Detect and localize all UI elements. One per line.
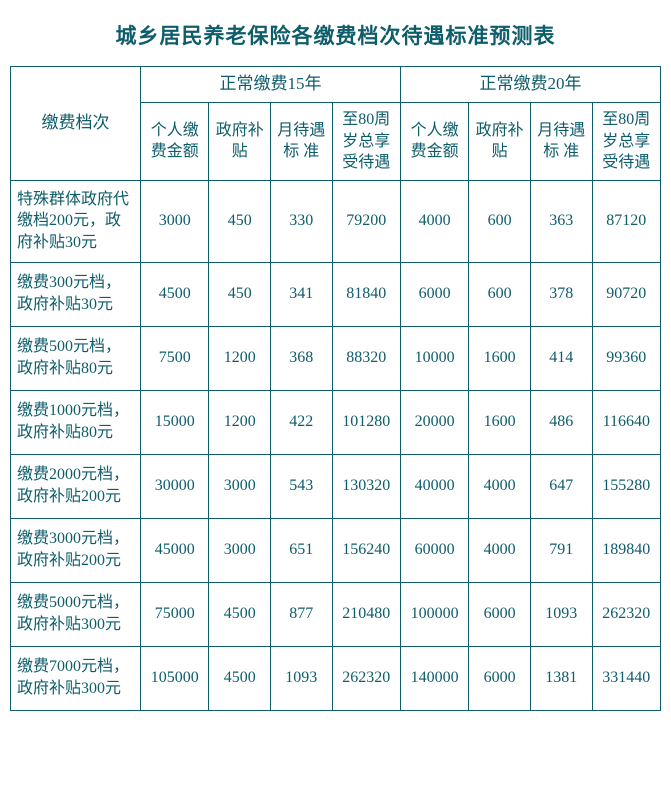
cell-y20-personal: 6000 bbox=[400, 262, 468, 326]
header-tier: 缴费档次 bbox=[11, 67, 141, 181]
cell-y15-monthly: 543 bbox=[270, 454, 332, 518]
cell-y20-to80: 90720 bbox=[592, 262, 660, 326]
tier-label: 缴费7000元档，政府补贴300元 bbox=[11, 646, 141, 710]
cell-y20-gov: 600 bbox=[469, 262, 531, 326]
cell-y15-gov: 4500 bbox=[209, 582, 271, 646]
table-row: 缴费300元档，政府补贴30元4500450341818406000600378… bbox=[11, 262, 661, 326]
cell-y15-personal: 7500 bbox=[141, 326, 209, 390]
cell-y20-monthly: 1381 bbox=[530, 646, 592, 710]
cell-y20-gov: 4000 bbox=[469, 454, 531, 518]
cell-y15-gov: 3000 bbox=[209, 518, 271, 582]
cell-y15-personal: 105000 bbox=[141, 646, 209, 710]
header-15-personal: 个人缴费金额 bbox=[141, 102, 209, 180]
header-15-gov: 政府补贴 bbox=[209, 102, 271, 180]
cell-y15-to80: 81840 bbox=[332, 262, 400, 326]
header-20-to80: 至80周岁总享受待遇 bbox=[592, 102, 660, 180]
cell-y15-to80: 210480 bbox=[332, 582, 400, 646]
cell-y20-to80: 155280 bbox=[592, 454, 660, 518]
cell-y20-gov: 4000 bbox=[469, 518, 531, 582]
table-row: 缴费500元档，政府补贴80元7500120036888320100001600… bbox=[11, 326, 661, 390]
cell-y20-to80: 262320 bbox=[592, 582, 660, 646]
cell-y20-to80: 331440 bbox=[592, 646, 660, 710]
table-row: 缴费5000元档，政府补贴300元75000450087721048010000… bbox=[11, 582, 661, 646]
table-row: 缴费2000元档，政府补贴200元30000300054313032040000… bbox=[11, 454, 661, 518]
table-row: 特殊群体政府代缴档200元，政府补贴30元3000450330792004000… bbox=[11, 180, 661, 262]
header-20-gov: 政府补贴 bbox=[469, 102, 531, 180]
cell-y15-gov: 4500 bbox=[209, 646, 271, 710]
cell-y15-gov: 1200 bbox=[209, 326, 271, 390]
cell-y20-to80: 87120 bbox=[592, 180, 660, 262]
cell-y15-monthly: 1093 bbox=[270, 646, 332, 710]
cell-y20-gov: 600 bbox=[469, 180, 531, 262]
tier-label: 缴费3000元档，政府补贴200元 bbox=[11, 518, 141, 582]
cell-y15-to80: 101280 bbox=[332, 390, 400, 454]
cell-y20-monthly: 647 bbox=[530, 454, 592, 518]
cell-y15-gov: 3000 bbox=[209, 454, 271, 518]
tier-label: 缴费500元档，政府补贴80元 bbox=[11, 326, 141, 390]
cell-y20-to80: 189840 bbox=[592, 518, 660, 582]
cell-y15-to80: 88320 bbox=[332, 326, 400, 390]
tier-label: 缴费1000元档，政府补贴80元 bbox=[11, 390, 141, 454]
cell-y15-personal: 75000 bbox=[141, 582, 209, 646]
cell-y20-gov: 6000 bbox=[469, 582, 531, 646]
cell-y20-personal: 140000 bbox=[400, 646, 468, 710]
cell-y15-gov: 450 bbox=[209, 262, 271, 326]
page-title: 城乡居民养老保险各缴费档次待遇标准预测表 bbox=[10, 20, 661, 50]
cell-y15-to80: 130320 bbox=[332, 454, 400, 518]
cell-y20-monthly: 414 bbox=[530, 326, 592, 390]
cell-y15-monthly: 368 bbox=[270, 326, 332, 390]
header-group-20: 正常缴费20年 bbox=[400, 67, 660, 103]
cell-y15-monthly: 341 bbox=[270, 262, 332, 326]
table-row: 缴费7000元档，政府补贴300元10500045001093262320140… bbox=[11, 646, 661, 710]
cell-y20-gov: 1600 bbox=[469, 390, 531, 454]
cell-y20-personal: 40000 bbox=[400, 454, 468, 518]
header-15-monthly: 月待遇标 准 bbox=[270, 102, 332, 180]
header-group-15: 正常缴费15年 bbox=[141, 67, 401, 103]
tier-label: 缴费5000元档，政府补贴300元 bbox=[11, 582, 141, 646]
cell-y20-personal: 4000 bbox=[400, 180, 468, 262]
cell-y20-personal: 60000 bbox=[400, 518, 468, 582]
cell-y15-monthly: 651 bbox=[270, 518, 332, 582]
cell-y15-personal: 30000 bbox=[141, 454, 209, 518]
cell-y20-personal: 10000 bbox=[400, 326, 468, 390]
cell-y15-monthly: 422 bbox=[270, 390, 332, 454]
pension-table: 缴费档次 正常缴费15年 正常缴费20年 个人缴费金额 政府补贴 月待遇标 准 … bbox=[10, 66, 661, 711]
table-body: 特殊群体政府代缴档200元，政府补贴30元3000450330792004000… bbox=[11, 180, 661, 710]
cell-y15-personal: 3000 bbox=[141, 180, 209, 262]
cell-y20-monthly: 378 bbox=[530, 262, 592, 326]
cell-y20-monthly: 363 bbox=[530, 180, 592, 262]
cell-y20-gov: 6000 bbox=[469, 646, 531, 710]
tier-label: 缴费300元档，政府补贴30元 bbox=[11, 262, 141, 326]
cell-y20-to80: 99360 bbox=[592, 326, 660, 390]
cell-y20-to80: 116640 bbox=[592, 390, 660, 454]
cell-y15-personal: 45000 bbox=[141, 518, 209, 582]
header-15-to80: 至80周岁总享受待遇 bbox=[332, 102, 400, 180]
cell-y20-monthly: 1093 bbox=[530, 582, 592, 646]
tier-label: 缴费2000元档，政府补贴200元 bbox=[11, 454, 141, 518]
cell-y15-gov: 1200 bbox=[209, 390, 271, 454]
cell-y15-monthly: 877 bbox=[270, 582, 332, 646]
table-row: 缴费3000元档，政府补贴200元45000300065115624060000… bbox=[11, 518, 661, 582]
cell-y15-to80: 156240 bbox=[332, 518, 400, 582]
header-20-personal: 个人缴费金额 bbox=[400, 102, 468, 180]
cell-y20-gov: 1600 bbox=[469, 326, 531, 390]
table-row: 缴费1000元档，政府补贴80元150001200422101280200001… bbox=[11, 390, 661, 454]
cell-y15-to80: 262320 bbox=[332, 646, 400, 710]
cell-y15-gov: 450 bbox=[209, 180, 271, 262]
cell-y20-monthly: 791 bbox=[530, 518, 592, 582]
cell-y15-monthly: 330 bbox=[270, 180, 332, 262]
cell-y15-personal: 4500 bbox=[141, 262, 209, 326]
cell-y20-monthly: 486 bbox=[530, 390, 592, 454]
tier-label: 特殊群体政府代缴档200元，政府补贴30元 bbox=[11, 180, 141, 262]
cell-y15-personal: 15000 bbox=[141, 390, 209, 454]
cell-y20-personal: 20000 bbox=[400, 390, 468, 454]
cell-y20-personal: 100000 bbox=[400, 582, 468, 646]
cell-y15-to80: 79200 bbox=[332, 180, 400, 262]
header-20-monthly: 月待遇标 准 bbox=[530, 102, 592, 180]
